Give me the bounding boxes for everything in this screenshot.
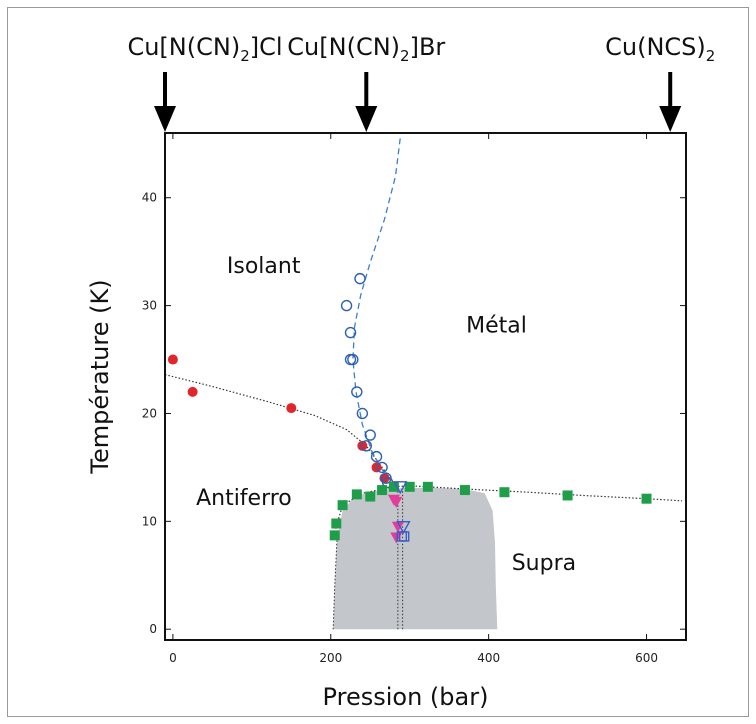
- series-0: [167, 354, 390, 484]
- compound-marker: Cu(NCS)2​: [605, 33, 715, 132]
- data-points: [167, 272, 652, 544]
- compound-marker: Cu[N(CN)2​]Br: [287, 33, 445, 132]
- data-point: [286, 403, 297, 414]
- compound-label: Cu[N(CN)2​]Cl: [127, 33, 282, 65]
- data-point: [356, 407, 369, 420]
- region-label: Antiferro: [196, 486, 292, 511]
- data-point: [459, 485, 470, 496]
- data-point: [365, 491, 376, 502]
- data-point: [354, 272, 366, 285]
- region-labels: Isolant Métal Antiferro Supra: [196, 254, 576, 576]
- compound-arrow-head: [355, 106, 378, 132]
- series-4: [393, 481, 411, 535]
- mott-transition-line: [352, 138, 401, 486]
- data-point: [562, 490, 573, 501]
- y-axis-label: Température (K): [86, 279, 114, 474]
- y-tick-label: 40: [142, 191, 157, 205]
- data-point: [398, 531, 410, 542]
- data-point: [351, 489, 362, 500]
- region-label: Isolant: [227, 254, 301, 279]
- data-point: [404, 481, 415, 492]
- data-point: [393, 481, 408, 495]
- data-point: [391, 521, 404, 533]
- phase-boundary-curves: [165, 138, 683, 533]
- compound-label: Cu[N(CN)2​]Br: [287, 33, 445, 65]
- data-point: [641, 493, 652, 504]
- x-tick-label: 400: [477, 651, 500, 665]
- data-point: [422, 481, 433, 492]
- series-1: [340, 272, 394, 489]
- y-tick-label: 0: [149, 622, 157, 636]
- data-point: [390, 496, 403, 508]
- data-point: [344, 326, 357, 339]
- x-axis-label: Pression (bar): [323, 683, 489, 711]
- data-point: [337, 500, 348, 511]
- data-point: [340, 299, 353, 312]
- series-2: [329, 481, 652, 541]
- region-label: Métal: [466, 314, 527, 339]
- plot-area: Isolant Métal Antiferro Supra: [164, 132, 687, 641]
- region-label: Supra: [512, 551, 576, 576]
- data-point: [357, 440, 368, 451]
- compound-arrow-head: [659, 106, 682, 132]
- data-point: [351, 386, 363, 398]
- x-tick-label: 0: [169, 651, 177, 665]
- x-tick-label: 600: [635, 651, 658, 665]
- y-tick-label: 10: [142, 514, 157, 528]
- data-point: [396, 521, 411, 535]
- data-point: [499, 487, 510, 498]
- figure-frame: [7, 7, 749, 717]
- data-point: [364, 429, 376, 441]
- data-point: [370, 450, 383, 463]
- afm-boundary-curve: [165, 374, 393, 482]
- axes-box: [164, 132, 687, 641]
- compound-arrow-head: [154, 106, 176, 132]
- compound-marker: Cu[N(CN)2​]Cl: [127, 33, 283, 132]
- axis-ticks: 0 200 400 600 0 10 20 30 40: [142, 133, 686, 665]
- data-point: [187, 386, 198, 397]
- y-tick-label: 30: [142, 299, 157, 313]
- sc-dome-area: [333, 487, 498, 630]
- data-point: [331, 518, 342, 529]
- data-point: [344, 353, 357, 366]
- dome-edge-line: [332, 537, 338, 630]
- data-point: [377, 485, 388, 496]
- data-point: [167, 354, 178, 365]
- compound-label: Cu(NCS)2​: [605, 33, 715, 65]
- y-tick-label: 20: [142, 406, 157, 420]
- data-point: [360, 440, 372, 452]
- superconducting-dome: [332, 487, 498, 630]
- series-5: [396, 531, 410, 542]
- data-point: [376, 461, 388, 474]
- data-point: [329, 530, 340, 541]
- x-tick-label: 200: [319, 651, 342, 665]
- data-point: [388, 481, 399, 492]
